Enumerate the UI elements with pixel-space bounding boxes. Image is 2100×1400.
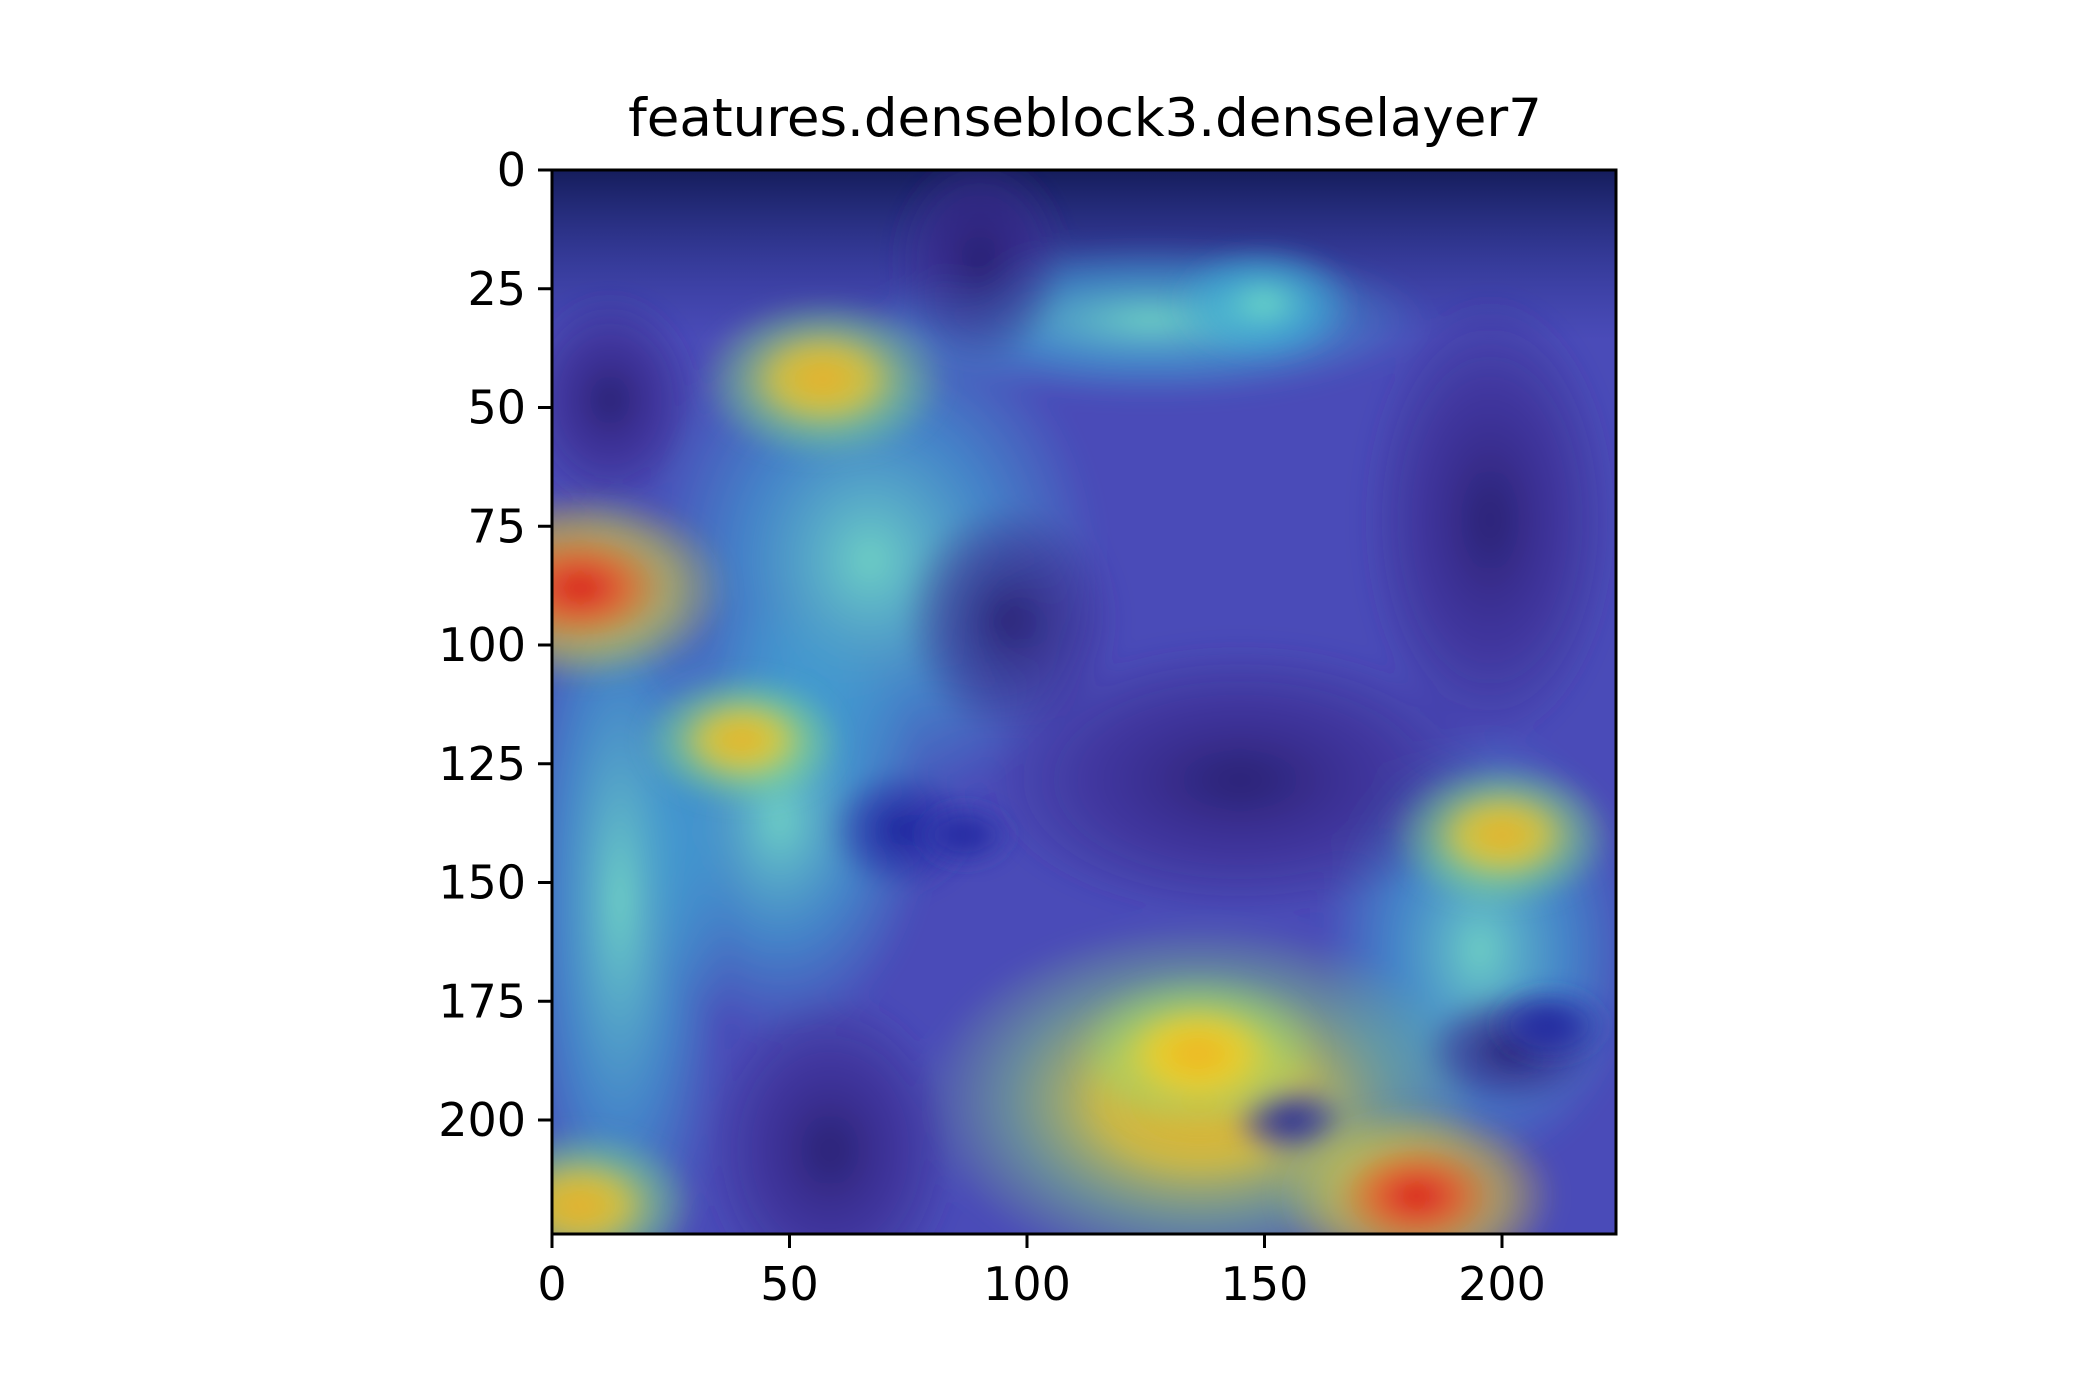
region-arm bbox=[980, 640, 1500, 920]
hotspot-5 bbox=[552, 1128, 699, 1234]
chart-title: features.denseblock3.denselayer7 bbox=[628, 88, 1542, 149]
y-axis: 0 25 50 75 100 125 150 175 200 bbox=[438, 143, 552, 1147]
axes-frame bbox=[550, 168, 1618, 1236]
hotspot-7 bbox=[1171, 242, 1358, 364]
y-tick-label-25: 25 bbox=[467, 262, 526, 316]
hotspot-3 bbox=[1074, 972, 1322, 1135]
region-ear-right bbox=[890, 170, 1070, 370]
y-tick-label-150: 150 bbox=[438, 856, 526, 910]
x-tick-label-150: 150 bbox=[1221, 1257, 1309, 1311]
hotspot-6 bbox=[639, 672, 845, 808]
x-tick-label-200: 200 bbox=[1458, 1257, 1546, 1311]
x-tick-label-0: 0 bbox=[537, 1257, 566, 1311]
region-chest-dark bbox=[700, 990, 960, 1234]
y-tick-label-50: 50 bbox=[467, 381, 526, 435]
region-paw bbox=[1360, 290, 1616, 750]
y-tick-label-0: 0 bbox=[497, 143, 526, 197]
y-tick-label-100: 100 bbox=[438, 618, 526, 672]
hotspot-0 bbox=[552, 490, 730, 686]
region-ear-left bbox=[552, 290, 700, 510]
hotspot-4 bbox=[1388, 761, 1616, 909]
y-tick-label-200: 200 bbox=[438, 1093, 526, 1147]
x-tick-label-50: 50 bbox=[760, 1257, 819, 1311]
x-axis: 0 50 100 150 200 bbox=[537, 1234, 1546, 1311]
y-tick-label-75: 75 bbox=[467, 499, 526, 553]
hotspot-8 bbox=[1487, 984, 1612, 1066]
hotspot-1 bbox=[696, 296, 950, 462]
hotspot-9 bbox=[914, 801, 1017, 869]
y-tick-label-175: 175 bbox=[438, 974, 526, 1028]
y-tick-label-125: 125 bbox=[438, 737, 526, 791]
activation-heatmap bbox=[552, 170, 1616, 1234]
hotspot-2 bbox=[1275, 1103, 1558, 1234]
x-tick-label-100: 100 bbox=[983, 1257, 1071, 1311]
hotspot-group bbox=[552, 242, 1616, 1234]
